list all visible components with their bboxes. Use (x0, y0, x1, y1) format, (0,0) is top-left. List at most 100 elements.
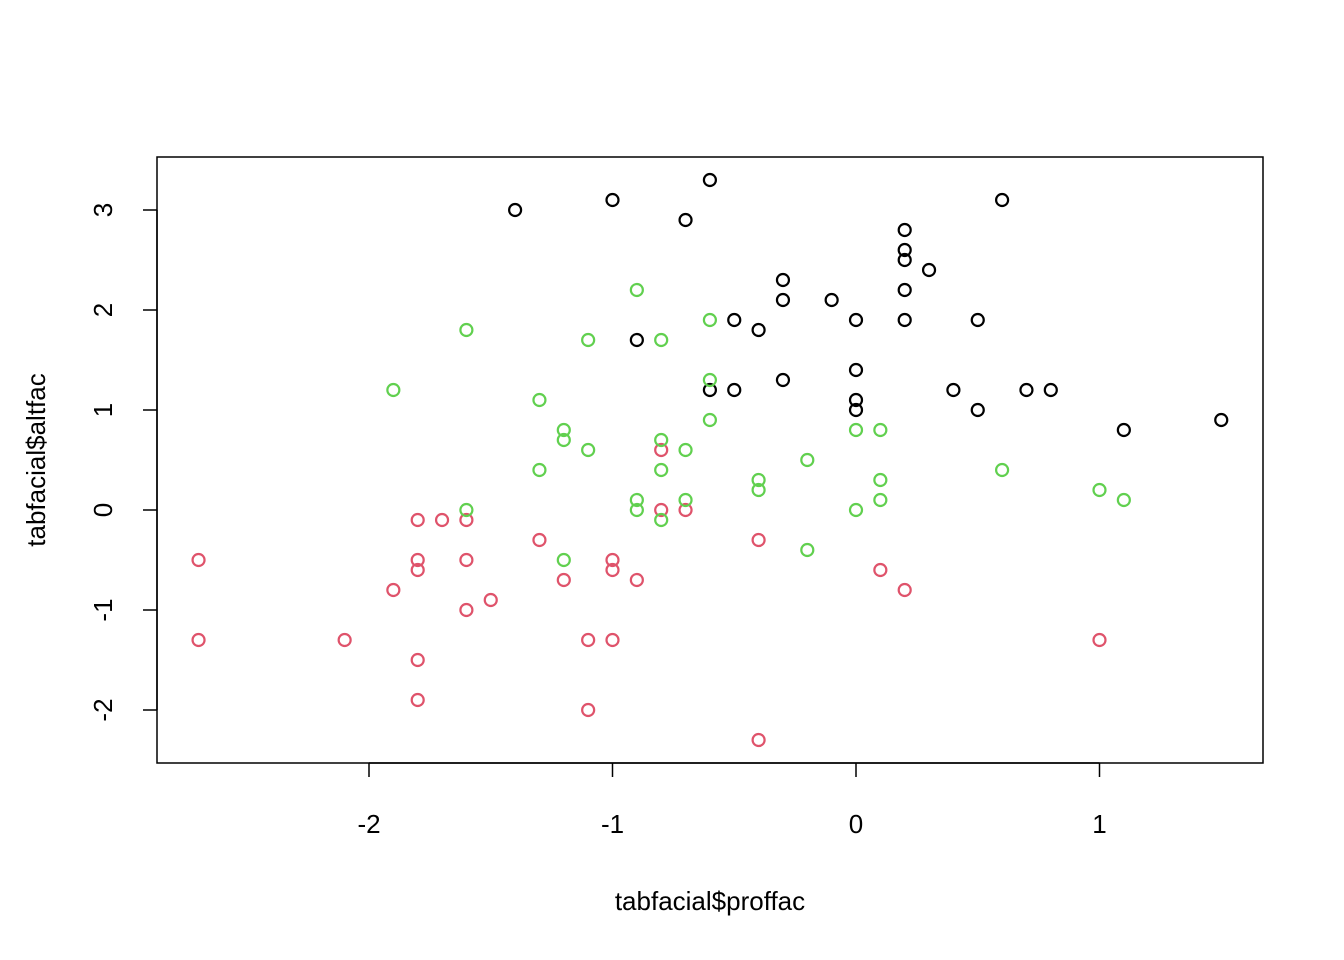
data-point (459, 512, 474, 528)
data-point (702, 172, 718, 188)
data-point (1116, 492, 1131, 508)
data-point (702, 312, 718, 328)
data-point (897, 282, 912, 298)
data-point (386, 382, 401, 398)
data-point (775, 292, 791, 308)
data-point (459, 602, 474, 618)
data-point (1092, 632, 1107, 648)
data-point (751, 482, 766, 498)
data-point (873, 562, 888, 578)
data-point (605, 552, 620, 568)
data-point (1116, 422, 1131, 438)
y-tick-label: -2 (88, 698, 118, 721)
points-layer (191, 172, 1229, 748)
data-point (848, 392, 864, 408)
data-point (751, 322, 766, 338)
data-point (751, 472, 766, 488)
data-point (605, 632, 620, 648)
data-point (970, 402, 985, 418)
data-point (605, 192, 620, 208)
x-axis: -2 -1 0 1 (357, 762, 1107, 839)
data-point (702, 412, 718, 428)
data-point (751, 532, 766, 548)
data-point (921, 262, 937, 278)
data-point (727, 312, 742, 328)
data-point (1092, 482, 1107, 498)
data-point (702, 382, 718, 398)
data-point (946, 382, 961, 398)
data-point (873, 422, 888, 438)
data-point (605, 562, 620, 578)
x-tick-label: 1 (1092, 809, 1106, 839)
data-point (629, 332, 644, 348)
data-point (629, 492, 644, 508)
data-point (191, 632, 206, 648)
data-point (459, 322, 474, 338)
data-point (654, 432, 669, 448)
data-point (994, 192, 1010, 208)
data-point (1019, 382, 1034, 398)
data-point (581, 702, 596, 718)
data-point (897, 312, 912, 328)
data-point (897, 582, 912, 598)
data-point (654, 442, 669, 458)
data-point (654, 502, 669, 518)
data-point (532, 462, 547, 478)
y-tick-label: 3 (88, 203, 118, 217)
data-point (848, 312, 864, 328)
data-point (629, 282, 644, 298)
data-point (556, 422, 571, 438)
data-point (191, 552, 206, 568)
data-point (337, 632, 352, 648)
data-point (654, 332, 669, 348)
data-point (848, 362, 864, 378)
data-point (800, 452, 815, 468)
data-point (678, 492, 693, 508)
data-point (556, 432, 571, 448)
data-point (654, 512, 669, 528)
data-point (897, 222, 912, 238)
data-point (629, 502, 644, 518)
data-point (1214, 412, 1229, 428)
data-point (678, 442, 693, 458)
data-point (410, 652, 425, 668)
data-point (434, 512, 450, 528)
data-point (654, 462, 669, 478)
data-point (532, 532, 547, 548)
y-tick-label: -1 (88, 598, 118, 621)
data-point (994, 462, 1010, 478)
data-point (581, 332, 596, 348)
data-point (848, 402, 864, 418)
data-point (556, 572, 571, 588)
x-tick-label: -2 (357, 809, 380, 839)
data-point (581, 632, 596, 648)
x-axis-label: tabfacial$proffac (615, 886, 805, 916)
data-point (410, 562, 425, 578)
data-point (775, 372, 791, 388)
x-tick-label: 0 (849, 809, 863, 839)
data-point (824, 292, 839, 308)
data-point (629, 572, 644, 588)
data-point (873, 492, 888, 508)
y-tick-label: 1 (88, 403, 118, 417)
data-point (897, 242, 912, 258)
data-point (775, 272, 791, 288)
y-axis-label: tabfacial$altfac (21, 373, 51, 546)
y-tick-label: 2 (88, 303, 118, 317)
data-point (678, 502, 693, 518)
data-point (483, 592, 498, 608)
y-axis: -2 -1 0 1 2 3 (88, 203, 158, 722)
data-point (800, 542, 815, 558)
data-point (459, 502, 474, 518)
y-tick-label: 0 (88, 503, 118, 517)
data-point (727, 382, 742, 398)
data-point (507, 202, 523, 218)
data-point (459, 552, 474, 568)
data-point (532, 392, 547, 408)
data-point (897, 252, 912, 268)
data-point (970, 312, 985, 328)
data-point (848, 422, 864, 438)
data-point (848, 502, 864, 518)
data-point (581, 442, 596, 458)
data-point (751, 732, 766, 748)
